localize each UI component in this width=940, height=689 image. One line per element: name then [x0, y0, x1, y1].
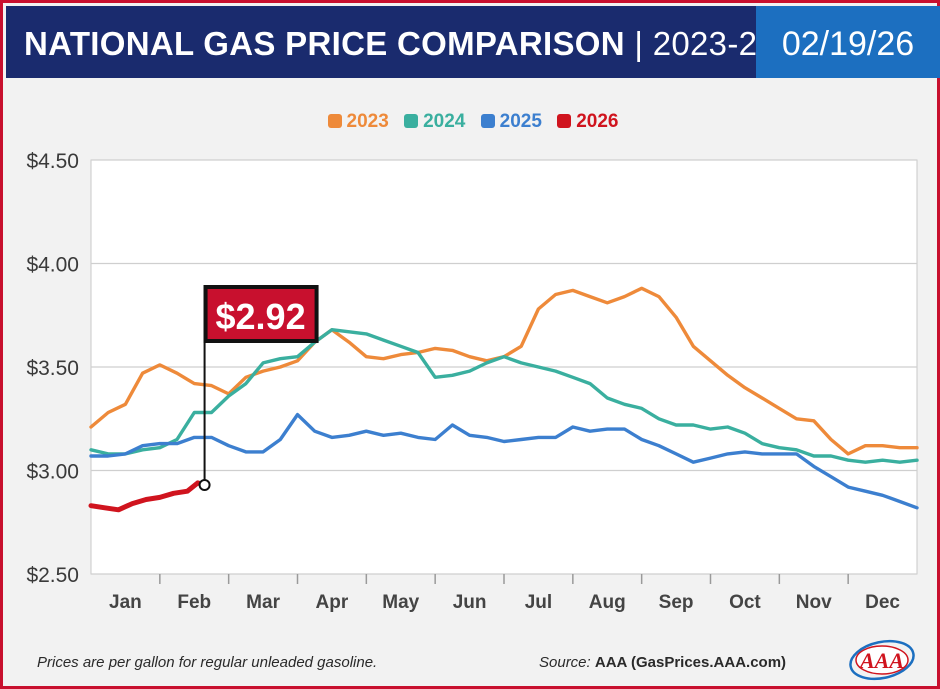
x-tick-label: Oct	[729, 592, 761, 613]
x-tick-label: Apr	[316, 592, 349, 613]
legend-swatch-2026	[557, 114, 572, 128]
source-credit: Source: AAA (GasPrices.AAA.com)	[539, 654, 786, 671]
series-line-2024	[89, 328, 919, 464]
y-tick-label: $4.50	[26, 150, 79, 173]
legend-label-2026: 2026	[576, 111, 619, 132]
x-tick-label: Aug	[589, 592, 626, 613]
legend-label-2023: 2023	[346, 111, 389, 132]
date-badge: 02/19/26	[756, 6, 940, 78]
aaa-logo-text: AAA	[858, 648, 904, 673]
x-tick-label: May	[382, 592, 419, 613]
callout-box	[207, 289, 315, 339]
header-bar: NATIONAL GAS PRICE COMPARISON | 2023-202…	[6, 6, 940, 78]
callout-label: $2.92	[216, 296, 306, 337]
source-org: AAA (GasPrices.AAA.com)	[594, 654, 787, 671]
series-line-2025	[89, 412, 919, 510]
legend-swatch-2025	[480, 114, 495, 128]
source-label: Source:	[539, 654, 595, 671]
series-line-2026	[88, 480, 208, 513]
x-tick-label: Nov	[796, 592, 832, 613]
x-tick-label: Jan	[109, 592, 142, 613]
legend-item-2025: 2025	[480, 111, 542, 133]
x-tick-label: Jul	[525, 592, 552, 613]
legend: 2023 2024 2025 2026	[3, 111, 940, 133]
x-tick-label: Dec	[865, 592, 900, 613]
chart-title-main: NATIONAL GAS PRICE COMPARISON	[24, 25, 625, 62]
legend-swatch-2023	[327, 114, 342, 128]
y-tick-label: $3.50	[26, 357, 79, 380]
legend-item-2024: 2024	[404, 111, 465, 133]
y-tick-label: $3.00	[26, 461, 79, 484]
y-tick-label: $2.50	[26, 564, 79, 587]
x-tick-label: Jun	[453, 592, 487, 613]
x-tick-label: Mar	[246, 592, 280, 613]
footnote: Prices are per gallon for regular unlead…	[37, 654, 378, 671]
legend-label-2024: 2024	[423, 111, 466, 132]
legend-swatch-2024	[404, 114, 419, 128]
legend-label-2025: 2025	[499, 111, 542, 132]
legend-item-2026: 2026	[557, 111, 618, 133]
legend-item-2023: 2023	[327, 111, 389, 133]
aaa-logo: AAA	[849, 639, 915, 681]
x-tick-label: Feb	[177, 592, 211, 613]
x-tick-label: Sep	[659, 592, 694, 613]
y-tick-label: $4.00	[26, 254, 79, 277]
callout-point	[198, 478, 211, 491]
